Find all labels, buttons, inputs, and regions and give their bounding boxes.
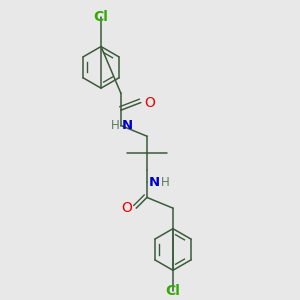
Text: H: H — [161, 176, 170, 189]
Text: Cl: Cl — [166, 284, 180, 298]
Text: Cl: Cl — [94, 10, 109, 24]
Text: H: H — [111, 119, 119, 132]
Text: O: O — [122, 201, 133, 215]
Text: N: N — [122, 119, 133, 132]
Text: O: O — [145, 96, 155, 110]
Text: N: N — [148, 176, 160, 189]
